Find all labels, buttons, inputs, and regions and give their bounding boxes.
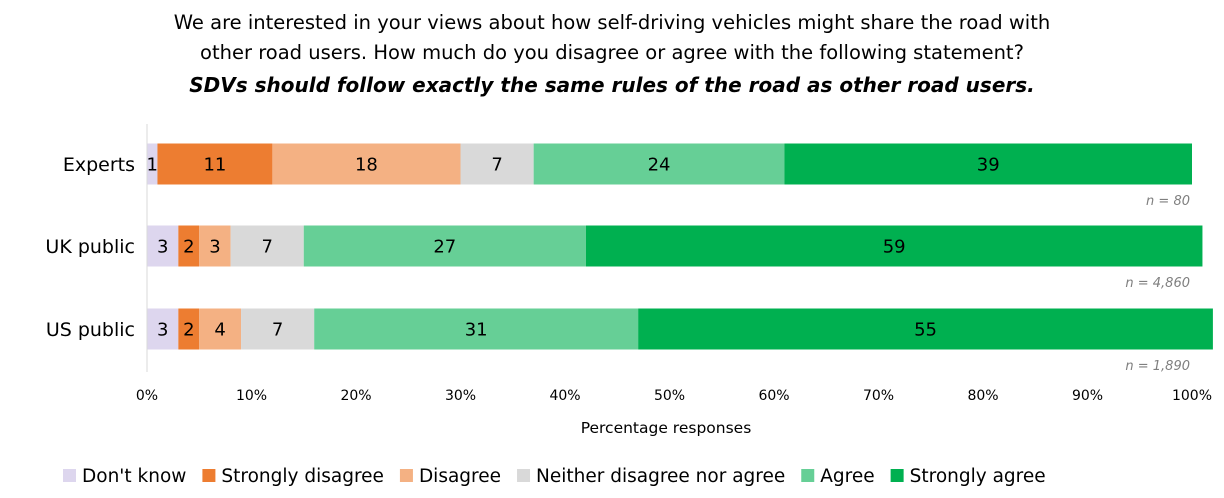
x-tick-label: 20% (340, 388, 371, 404)
x-tick-label: 100% (1172, 388, 1212, 404)
legend-label: Strongly agree (910, 466, 1046, 487)
bar-value-label: 3 (157, 237, 168, 258)
bar-segment (147, 308, 179, 350)
x-tick-label: 30% (445, 388, 476, 404)
x-axis-title: Percentage responses (581, 419, 752, 437)
x-tick-label: 50% (654, 388, 685, 404)
bar-segment (585, 225, 1203, 267)
sample-size-label: n = 80 (1146, 194, 1190, 209)
bar-segment (272, 143, 461, 185)
bar-value-label: 59 (883, 237, 906, 258)
x-axis-ticks: 0% 10% 20% 30% 40% 50% 60% 70% 80% 90% 100% (136, 388, 1212, 404)
x-tick-label: 60% (758, 388, 789, 404)
bar-value-label: 7 (261, 237, 272, 258)
legend-label: Neither disagree nor agree (536, 466, 785, 487)
bar-segment (199, 225, 231, 267)
legend: Don't know Strongly disagree Disagree Neith… (63, 466, 1046, 487)
bar-segment (314, 308, 639, 350)
bar-value-label: 2 (183, 237, 194, 258)
bar-segment (784, 143, 1192, 185)
chart-title-line-1: We are interested in your views about ho… (174, 11, 1050, 34)
bar-value-label: 7 (272, 320, 283, 341)
bar-segment (460, 143, 534, 185)
category-label: UK public (45, 236, 135, 258)
bar-value-label: 55 (914, 320, 937, 341)
legend-label: Disagree (419, 466, 501, 487)
sample-size-label: n = 4,860 (1125, 276, 1190, 291)
bar-value-label: 27 (433, 237, 456, 258)
bar-value-label: 11 (203, 155, 226, 176)
bar-segment (178, 308, 200, 350)
x-tick-label: 90% (1072, 388, 1103, 404)
bar-segment (230, 225, 304, 267)
bar-segment (199, 308, 242, 350)
bar-value-label: 4 (214, 320, 225, 341)
bar-segment (303, 225, 586, 267)
category-label: Experts (63, 154, 135, 176)
legend-swatch (801, 469, 815, 482)
bar-segment (178, 225, 200, 267)
bar-value-label: 39 (977, 155, 1000, 176)
bar-segment (147, 225, 179, 267)
bars-layer: 1 11 18 7 24 393 2 3 7 27 593 2 4 7 31 55 (146, 143, 1213, 350)
bar-segment (147, 143, 158, 185)
bar-value-label: 2 (183, 320, 194, 341)
x-tick-label: 0% (136, 388, 158, 404)
legend-swatch (202, 469, 216, 482)
chart-subtitle: SDVs should follow exactly the same rule… (189, 73, 1035, 97)
x-tick-label: 40% (549, 388, 580, 404)
bar-segment (241, 308, 315, 350)
category-label: US public (46, 319, 135, 341)
chart-title-line-2: other road users. How much do you disagr… (200, 41, 1024, 64)
category-labels: Experts UK public US public (45, 154, 135, 341)
bar-segment (638, 308, 1213, 350)
sample-size-labels: n = 80 n = 4,860 n = 1,890 (1125, 194, 1190, 374)
x-tick-label: 10% (236, 388, 267, 404)
bar-value-label: 1 (146, 155, 157, 176)
bar-segment (533, 143, 785, 185)
x-tick-label: 80% (967, 388, 998, 404)
bar-value-label: 31 (465, 320, 488, 341)
bar-value-label: 18 (355, 155, 378, 176)
legend-swatch (890, 469, 904, 482)
bar-value-label: 3 (157, 320, 168, 341)
legend-label: Don't know (82, 466, 186, 487)
x-tick-label: 70% (863, 388, 894, 404)
sample-size-label: n = 1,890 (1125, 359, 1190, 374)
bar-segment (157, 143, 273, 185)
bar-value-label: 3 (209, 237, 220, 258)
legend-swatch (517, 469, 531, 482)
legend-swatch (399, 469, 413, 482)
legend-label: Agree (820, 466, 874, 487)
bar-value-label: 24 (648, 155, 671, 176)
legend-swatch (63, 469, 76, 482)
legend-label: Strongly disagree (221, 466, 384, 487)
bar-value-label: 7 (491, 155, 502, 176)
